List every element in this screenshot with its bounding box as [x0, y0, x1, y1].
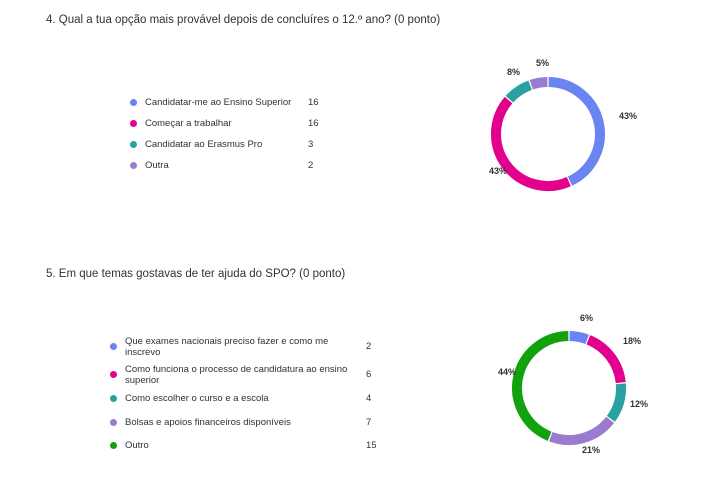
percent-label: 18%	[623, 336, 641, 346]
legend-label: Candidatar ao Erasmus Pro	[145, 139, 263, 150]
legend-label: Candidatar-me ao Ensino Superior	[145, 97, 292, 108]
legend-color-dot	[130, 99, 137, 106]
legend-count: 16	[308, 97, 319, 108]
legend-color-dot	[110, 395, 117, 402]
question-5-title: 5. Em que temas gostavas de ter ajuda do…	[46, 268, 346, 280]
donut-slice	[586, 335, 626, 384]
legend-item: Como funciona o processo de candidatura …	[110, 364, 380, 386]
legend-label: Bolsas e apoios financeiros disponíveis	[125, 417, 291, 428]
legend-label: Como funciona o processo de candidatura …	[125, 364, 348, 386]
question-4-title: 4. Qual a tua opção mais provável depois…	[46, 14, 441, 26]
donut-svg: 43% 43% 8% 5%	[489, 58, 637, 191]
donut-slice	[491, 96, 571, 191]
donut-slice	[512, 331, 569, 441]
question-5-legend: Que exames nacionais preciso fazer e com…	[110, 334, 380, 451]
legend-count: 4	[366, 393, 372, 404]
legend-color-dot	[130, 141, 137, 148]
donut-svg: 6% 18% 12% 21% 44%	[498, 313, 648, 455]
legend-color-dot	[110, 371, 117, 378]
question-4-donut-chart: 43% 43% 8% 5%	[487, 58, 637, 195]
legend-color-dot	[110, 442, 117, 449]
legend-item: Outra 2	[130, 159, 330, 173]
legend-count: 16	[308, 118, 319, 129]
percent-label: 12%	[630, 399, 648, 409]
percent-label: 43%	[489, 166, 507, 176]
legend-color-dot	[110, 419, 117, 426]
question-4-legend: Candidatar-me ao Ensino Superior 16 Começa…	[130, 96, 330, 176]
legend-item: Que exames nacionais preciso fazer e com…	[110, 336, 380, 358]
legend-label: Começar a trabalhar	[145, 118, 232, 129]
legend-item: Candidatar ao Erasmus Pro 3	[130, 138, 330, 152]
legend-label: Outra	[145, 160, 169, 171]
legend-count: 15	[366, 440, 377, 451]
percent-label: 5%	[536, 58, 549, 68]
percent-label: 43%	[619, 111, 637, 121]
percent-label: 6%	[580, 313, 593, 323]
legend-label: Outro	[125, 440, 149, 451]
legend-count: 2	[308, 160, 314, 171]
legend-count: 2	[366, 341, 372, 352]
donut-slice	[529, 77, 548, 90]
legend-item: Começar a trabalhar 16	[130, 117, 330, 131]
legend-count: 3	[308, 139, 314, 150]
percent-label: 21%	[582, 445, 600, 455]
percent-label: 44%	[498, 367, 516, 377]
donut-slice	[569, 331, 589, 345]
legend-item: Bolsas e apoios financeiros disponíveis 7	[110, 416, 380, 430]
donut-slice	[549, 416, 615, 445]
percent-label: 8%	[507, 67, 520, 77]
question-5-donut-chart: 6% 18% 12% 21% 44%	[498, 313, 648, 455]
legend-count: 7	[366, 417, 372, 428]
legend-item: Candidatar-me ao Ensino Superior 16	[130, 96, 330, 110]
legend-item: Como escolher o curso e a escola 4	[110, 392, 380, 406]
legend-color-dot	[110, 343, 117, 350]
legend-count: 6	[366, 369, 372, 380]
legend-color-dot	[130, 162, 137, 169]
legend-item: Outro 15	[110, 439, 380, 453]
legend-label: Como escolher o curso e a escola	[125, 393, 269, 404]
donut-slice	[606, 383, 626, 422]
donut-slice	[548, 77, 605, 186]
donut-slice	[505, 80, 533, 103]
legend-color-dot	[130, 120, 137, 127]
legend-label: Que exames nacionais preciso fazer e com…	[125, 336, 329, 358]
